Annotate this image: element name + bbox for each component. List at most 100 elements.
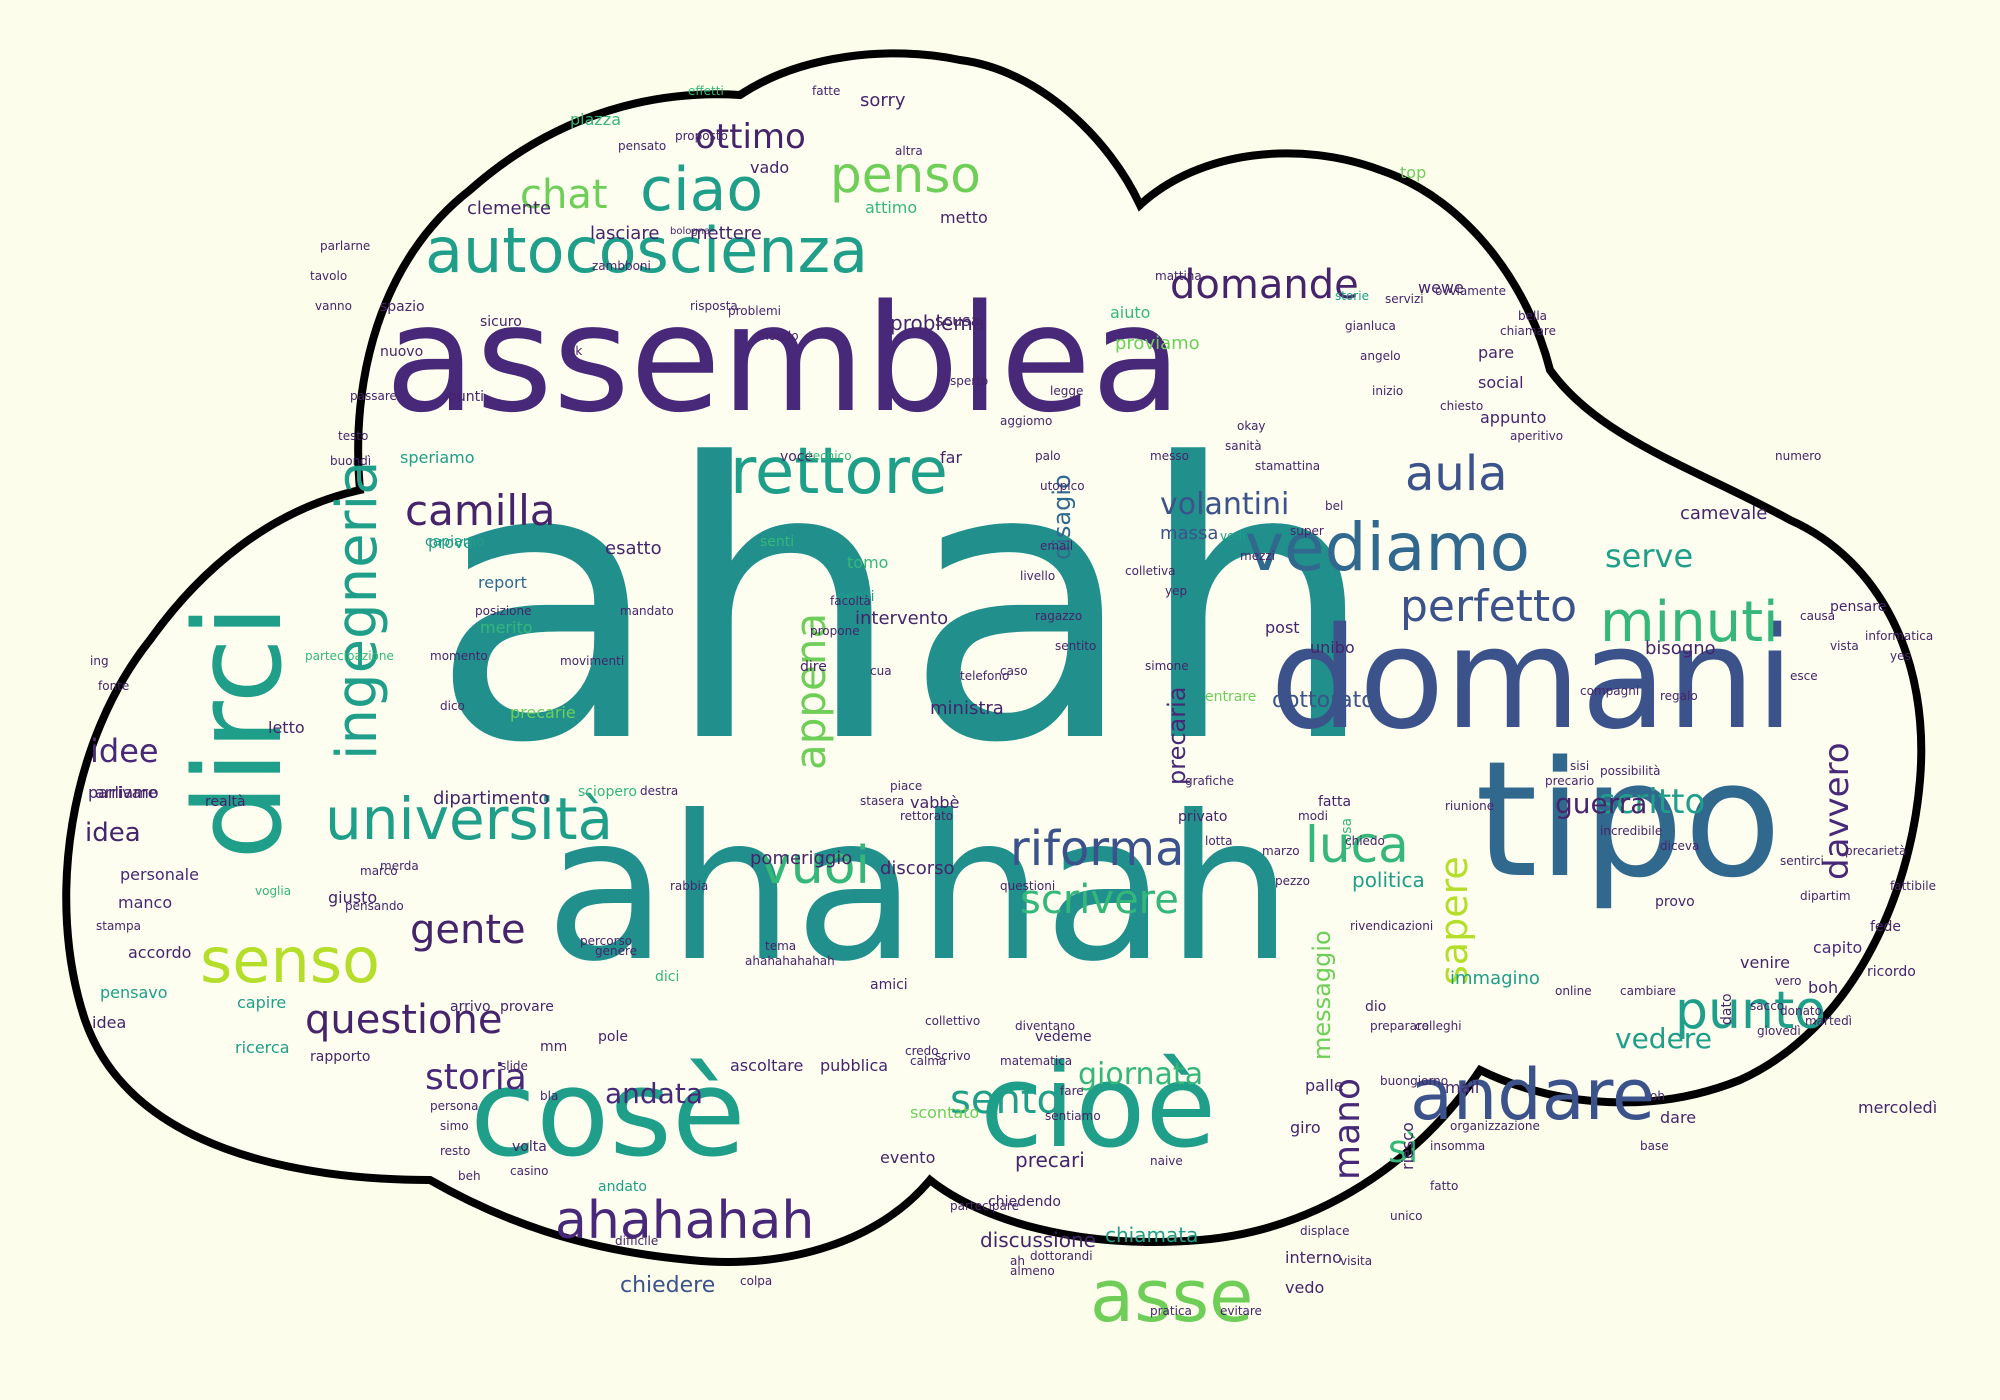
- word-vista: vista: [1830, 639, 1859, 653]
- word-cua: cua: [870, 664, 892, 678]
- word-rabbia: rabbia: [670, 879, 709, 893]
- word-mandato: mandato: [620, 604, 674, 618]
- word-cioe: cioè: [980, 1040, 1217, 1174]
- word-top: top: [1400, 163, 1427, 182]
- word-chiedendo: chiedendo: [988, 1194, 1061, 1210]
- word-chiamare: chiamare: [1500, 324, 1556, 338]
- word-altra: altra: [895, 144, 923, 158]
- word-fede: fede: [1870, 919, 1902, 935]
- word-super: super: [1290, 524, 1324, 538]
- word-nuovo: nuovo: [380, 344, 424, 360]
- word-dio: dio: [1365, 999, 1387, 1015]
- word-appunto: appunto: [1480, 408, 1547, 427]
- word-pratica: pratica: [1150, 1304, 1192, 1318]
- word-gente: gente: [410, 907, 526, 953]
- word-grafiche: grafiche: [1185, 774, 1235, 788]
- word-pomeriggio: pomeriggio: [750, 848, 853, 869]
- word-capito: capito: [1813, 938, 1863, 957]
- word-bologna: bologna: [670, 226, 711, 237]
- word-letto: letto: [268, 718, 305, 737]
- word-ricordo: ricordo: [1867, 964, 1916, 980]
- word-arrivo: arrivo: [450, 999, 491, 1015]
- word-spazio: spazio: [380, 299, 425, 315]
- word-sorry: sorry: [860, 90, 906, 111]
- word-mettere: mettere: [690, 223, 762, 244]
- word-simo: simo: [440, 1119, 469, 1133]
- word-tipo: tipo: [1475, 726, 1782, 913]
- word-resto: resto: [440, 1144, 471, 1158]
- word-caso: caso: [1000, 664, 1028, 678]
- word-pensato: pensato: [618, 139, 667, 153]
- word-rettore: rettore: [730, 435, 948, 509]
- word-fare: fare: [1060, 1084, 1084, 1098]
- word-dici: dici: [655, 969, 680, 985]
- word-ascoltare: ascoltare: [730, 1056, 804, 1075]
- word-slide: slide: [500, 1059, 528, 1073]
- word-merito: merito: [480, 618, 533, 637]
- word-ing: ing: [90, 654, 109, 668]
- word-boh: boh: [1808, 978, 1839, 997]
- word-buondi: buondì: [330, 454, 372, 468]
- word-compagni: compagni: [1580, 684, 1640, 698]
- word-perfetto: perfetto: [1400, 581, 1578, 632]
- word-partecipare: partecipare: [950, 1199, 1019, 1213]
- word-senso: senso: [200, 924, 380, 997]
- word-sciopero: sciopero: [578, 784, 637, 800]
- word-privato: privato: [1178, 809, 1228, 825]
- word-ragazzo: ragazzo: [1035, 609, 1083, 623]
- word-guerra: guerra: [1555, 787, 1648, 820]
- word-chiedere: chiedere: [620, 1273, 716, 1298]
- word-prova: prova: [428, 533, 474, 552]
- word-sicuro: sicuro: [480, 314, 522, 330]
- word-palle: palle: [1305, 1076, 1344, 1095]
- word-marco: marco: [360, 864, 398, 878]
- word-venire: venire: [1740, 953, 1790, 972]
- word-camevale: camevale: [1680, 503, 1768, 524]
- word-difficile: difficile: [615, 1234, 659, 1248]
- word-aggiomo: aggiomo: [1000, 414, 1053, 428]
- word-displace: displace: [1300, 1224, 1350, 1238]
- word-accordo: accordo: [128, 943, 192, 962]
- word-possibilita: possibilità: [1600, 764, 1661, 778]
- word-realta: realtà: [205, 794, 246, 810]
- word-proposto: proposto: [675, 129, 728, 143]
- word-mm: mm: [540, 1039, 568, 1055]
- word-proviamo: proviamo: [1115, 333, 1200, 354]
- word-capiamo: capiamo: [425, 534, 485, 550]
- word-giornata: giornata: [1078, 1057, 1204, 1092]
- word-evitare: evitare: [1220, 1304, 1262, 1318]
- word-punti: punti: [448, 389, 485, 405]
- word-percorso: percorso: [580, 934, 633, 948]
- word-zambboni: zambboni: [592, 259, 651, 273]
- word-rettorato: rettorato: [900, 809, 954, 823]
- word-stamattina: stamattina: [1255, 459, 1321, 473]
- word-partecipazione: partecipazione: [305, 649, 394, 663]
- word-ahahahahahah: ahahahahahah: [745, 954, 835, 968]
- word-ok: ok: [568, 344, 583, 358]
- word-sapere: sapere: [1432, 856, 1476, 985]
- word-ciao: ciao: [640, 155, 764, 225]
- word-rivendicazioni: rivendicazioni: [1350, 919, 1434, 933]
- word-speriamo: speriamo: [400, 448, 475, 467]
- word-si: sì: [1388, 1127, 1419, 1171]
- word-tavolo: tavolo: [310, 269, 348, 283]
- word-precarieta: precarietà: [1845, 844, 1907, 858]
- word-diceva: diceva: [1660, 839, 1700, 853]
- word-sisi: sisi: [1570, 759, 1590, 773]
- word-provare: provare: [500, 999, 554, 1015]
- word-scontato: scontato: [910, 1103, 980, 1122]
- word-precario: precario: [1545, 774, 1595, 788]
- word-calma: calma: [910, 1054, 947, 1068]
- word-effetti: effetti: [688, 84, 724, 98]
- word-bella: bella: [1518, 309, 1548, 323]
- word-fatte: fatte: [812, 84, 841, 98]
- word-pole: pole: [598, 1029, 628, 1045]
- word-ahah: ahah: [430, 383, 1378, 826]
- word-precaria: precaria: [1163, 686, 1191, 785]
- word-vuoi: vuoi: [760, 836, 870, 896]
- word-vedeme: vedeme: [1035, 1029, 1092, 1045]
- word-pensi: pensi: [837, 589, 875, 605]
- word-parliamo: parliamo: [88, 783, 159, 802]
- word-aperitivo: aperitivo: [1510, 429, 1564, 443]
- word-fattibile: fattibile: [1890, 879, 1936, 893]
